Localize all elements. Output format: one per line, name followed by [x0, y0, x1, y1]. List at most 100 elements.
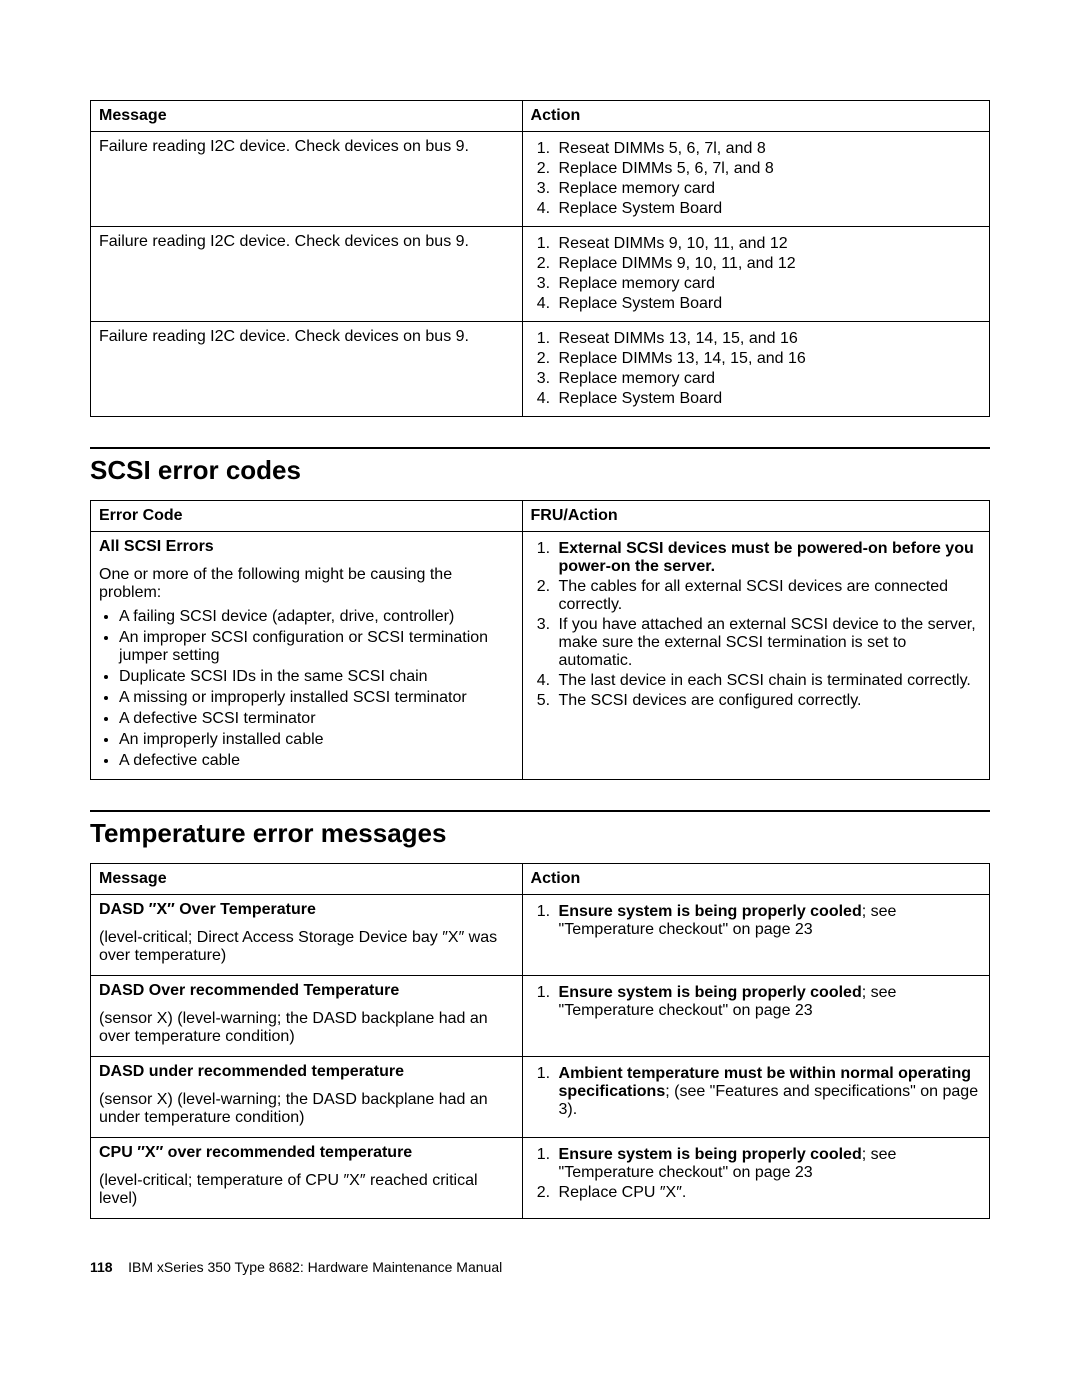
table-row: Failure reading I2C device. Check device… [91, 322, 990, 417]
table-row: CPU ″X″ over recommended temperature (lev… [91, 1138, 990, 1219]
text: If you have attached an external SCSI de… [559, 616, 976, 669]
message-cell: DASD under recommended temperature (senso… [91, 1057, 523, 1138]
list-item: Replace memory card [555, 180, 981, 198]
list-item: An improperly installed cable [119, 731, 514, 749]
page-number: 118 [90, 1259, 113, 1275]
list-item: Replace System Board [555, 200, 981, 218]
message-cell: Failure reading I2C device. Check device… [91, 227, 523, 322]
scsi-heading: SCSI error codes [90, 455, 990, 486]
table-row: Failure reading I2C device. Check device… [91, 227, 990, 322]
list-item: Replace DIMMs 13, 14, 15, and 16 [555, 350, 981, 368]
list-item: Replace DIMMs 5, 6, 7l, and 8 [555, 160, 981, 178]
action-list: Ensure system is being properly cooled; … [531, 903, 981, 939]
scsi-bullets: A failing SCSI device (adapter, drive, c… [99, 608, 514, 770]
scsi-actions: External SCSI devices must be powered-on… [531, 540, 981, 710]
scsi-left-cell: All SCSI Errors One or more of the follo… [91, 532, 523, 780]
message-cell: Failure reading I2C device. Check device… [91, 132, 523, 227]
scsi-error-table: Error Code FRU/Action All SCSI Errors On… [90, 500, 990, 780]
table-row: DASD Over recommended Temperature (sensor… [91, 976, 990, 1057]
footer-text: IBM xSeries 350 Type 8682: Hardware Main… [128, 1259, 502, 1275]
message-cell: DASD ″X″ Over Temperature (level-critical… [91, 895, 523, 976]
list-item: Ensure system is being properly cooled; … [555, 1146, 981, 1182]
section-rule [90, 447, 990, 449]
message-title: DASD ″X″ Over Temperature [99, 901, 514, 919]
action-cell: Ensure system is being properly cooled; … [522, 1138, 989, 1219]
table-header-row: Message Action [91, 864, 990, 895]
scsi-left-intro: One or more of the following might be ca… [99, 566, 514, 602]
table-row: DASD under recommended temperature (senso… [91, 1057, 990, 1138]
table-row: Failure reading I2C device. Check device… [91, 132, 990, 227]
list-item: A missing or improperly installed SCSI t… [119, 689, 514, 707]
text: The last device in each SCSI chain is te… [559, 672, 971, 689]
scsi-left-title: All SCSI Errors [99, 538, 514, 556]
scsi-right-cell: External SCSI devices must be powered-on… [522, 532, 989, 780]
table-header-row: Message Action [91, 101, 990, 132]
text: The SCSI devices are configured correctl… [559, 692, 862, 709]
table-row: DASD ″X″ Over Temperature (level-critical… [91, 895, 990, 976]
bold-text: Ensure system is being properly cooled [559, 1146, 862, 1163]
action-list: Reseat DIMMs 13, 14, 15, and 16 Replace D… [531, 330, 981, 408]
list-item: A defective SCSI terminator [119, 710, 514, 728]
bold-text: External SCSI devices must be powered-on… [559, 540, 974, 575]
list-item: Reseat DIMMs 13, 14, 15, and 16 [555, 330, 981, 348]
message-cell: CPU ″X″ over recommended temperature (lev… [91, 1138, 523, 1219]
list-item: The SCSI devices are configured correctl… [555, 692, 981, 710]
list-item: Replace memory card [555, 275, 981, 293]
section-rule [90, 810, 990, 812]
list-item: A defective cable [119, 752, 514, 770]
list-item: Reseat DIMMs 5, 6, 7l, and 8 [555, 140, 981, 158]
col-fru-action: FRU/Action [522, 501, 989, 532]
list-item: The cables for all external SCSI devices… [555, 578, 981, 614]
table-header-row: Error Code FRU/Action [91, 501, 990, 532]
message-title: DASD under recommended temperature [99, 1063, 514, 1081]
action-list: Ensure system is being properly cooled; … [531, 984, 981, 1020]
action-list: Ensure system is being properly cooled; … [531, 1146, 981, 1202]
list-item: Replace System Board [555, 390, 981, 408]
action-list: Reseat DIMMs 5, 6, 7l, and 8 Replace DIMM… [531, 140, 981, 218]
page: Message Action Failure reading I2C devic… [0, 0, 1080, 1325]
message-sub: (sensor X) (level-warning; the DASD back… [99, 1010, 514, 1046]
message-cell: DASD Over recommended Temperature (sensor… [91, 976, 523, 1057]
message-sub: (sensor X) (level-warning; the DASD back… [99, 1091, 514, 1127]
action-cell: Ensure system is being properly cooled; … [522, 976, 989, 1057]
action-cell: Reseat DIMMs 5, 6, 7l, and 8 Replace DIMM… [522, 132, 989, 227]
list-item: Replace memory card [555, 370, 981, 388]
list-item: Ensure system is being properly cooled; … [555, 903, 981, 939]
list-item: A failing SCSI device (adapter, drive, c… [119, 608, 514, 626]
list-item: External SCSI devices must be powered-on… [555, 540, 981, 576]
page-footer: 118 IBM xSeries 350 Type 8682: Hardware … [90, 1259, 990, 1275]
message-title: DASD Over recommended Temperature [99, 982, 514, 1000]
list-item: Reseat DIMMs 9, 10, 11, and 12 [555, 235, 981, 253]
temp-heading: Temperature error messages [90, 818, 990, 849]
list-item: Replace System Board [555, 295, 981, 313]
text: The cables for all external SCSI devices… [559, 578, 949, 613]
message-title: CPU ″X″ over recommended temperature [99, 1144, 514, 1162]
message-cell: Failure reading I2C device. Check device… [91, 322, 523, 417]
list-item: An improper SCSI configuration or SCSI t… [119, 629, 514, 665]
table-row: All SCSI Errors One or more of the follo… [91, 532, 990, 780]
col-message: Message [91, 101, 523, 132]
i2c-error-table: Message Action Failure reading I2C devic… [90, 100, 990, 417]
col-message: Message [91, 864, 523, 895]
list-item: Replace DIMMs 9, 10, 11, and 12 [555, 255, 981, 273]
text: Replace CPU ″X″. [559, 1184, 687, 1201]
list-item: If you have attached an external SCSI de… [555, 616, 981, 670]
bold-text: Ensure system is being properly cooled [559, 984, 862, 1001]
action-cell: Ambient temperature must be within norma… [522, 1057, 989, 1138]
message-sub: (level-critical; Direct Access Storage D… [99, 929, 514, 965]
list-item: Replace CPU ″X″. [555, 1184, 981, 1202]
col-error-code: Error Code [91, 501, 523, 532]
action-cell: Reseat DIMMs 13, 14, 15, and 16 Replace D… [522, 322, 989, 417]
bold-text: Ensure system is being properly cooled [559, 903, 862, 920]
action-list: Ambient temperature must be within norma… [531, 1065, 981, 1119]
col-action: Action [522, 101, 989, 132]
message-sub: (level-critical; temperature of CPU ″X″ … [99, 1172, 514, 1208]
action-cell: Ensure system is being properly cooled; … [522, 895, 989, 976]
col-action: Action [522, 864, 989, 895]
list-item: Duplicate SCSI IDs in the same SCSI chai… [119, 668, 514, 686]
list-item: Ambient temperature must be within norma… [555, 1065, 981, 1119]
action-cell: Reseat DIMMs 9, 10, 11, and 12 Replace DI… [522, 227, 989, 322]
action-list: Reseat DIMMs 9, 10, 11, and 12 Replace DI… [531, 235, 981, 313]
temperature-error-table: Message Action DASD ″X″ Over Temperature… [90, 863, 990, 1219]
list-item: The last device in each SCSI chain is te… [555, 672, 981, 690]
